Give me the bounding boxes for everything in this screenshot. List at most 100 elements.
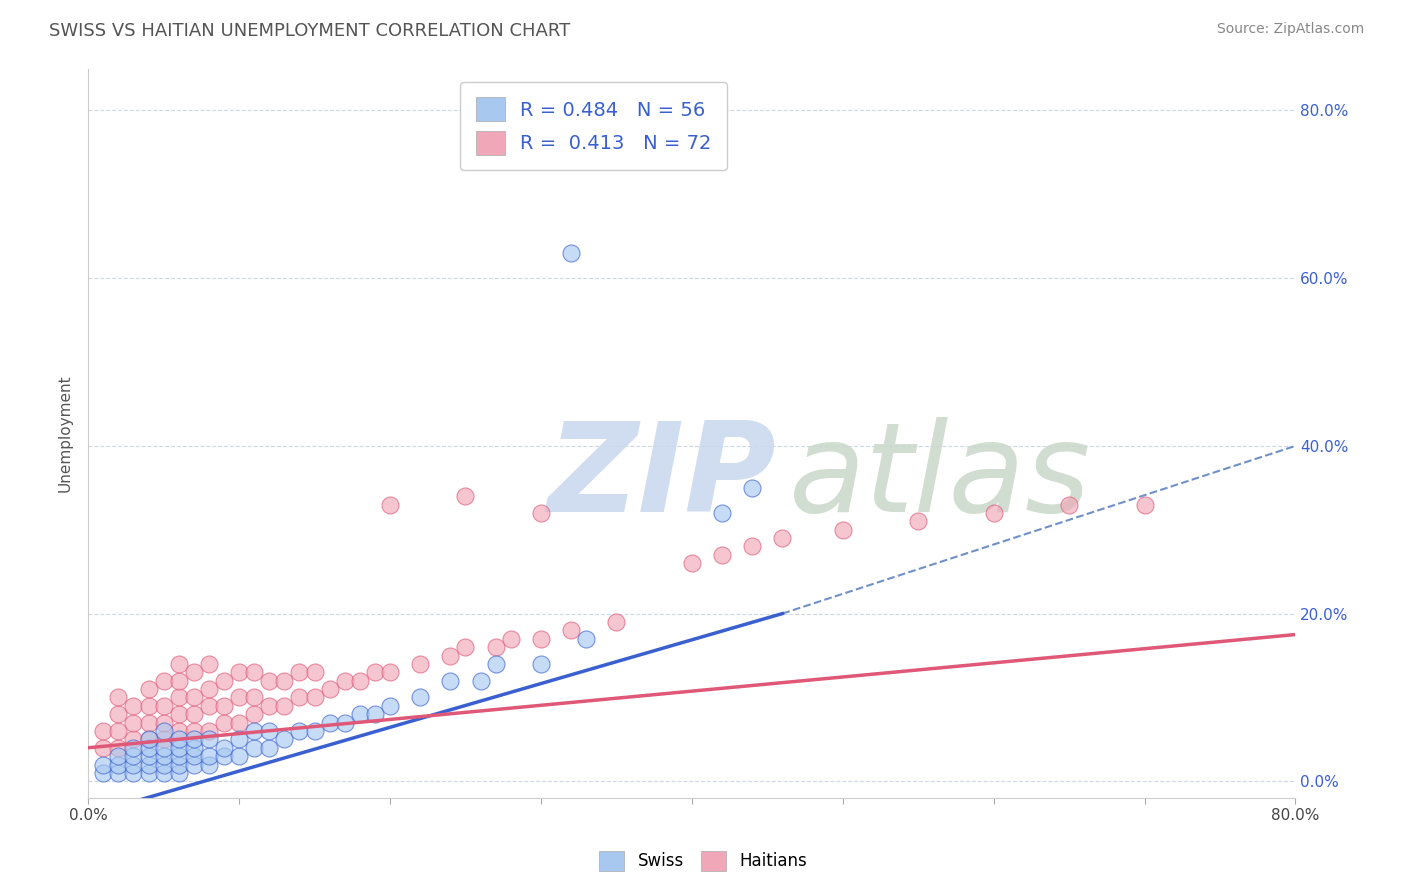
Point (183, 723, 205, 738)
Point (605, 615, 627, 629)
Point (409, 690, 432, 705)
Point (183, 707, 205, 722)
Point (138, 740, 160, 755)
Point (228, 749, 250, 764)
Point (152, 757, 174, 772)
Point (454, 640, 477, 654)
Point (122, 732, 145, 747)
Point (257, 740, 280, 755)
Point (741, 540, 763, 554)
Point (138, 749, 160, 764)
Point (212, 698, 235, 713)
Text: ZIP: ZIP (547, 417, 776, 538)
Point (198, 723, 221, 738)
Point (152, 715, 174, 730)
Point (228, 715, 250, 730)
Point (138, 732, 160, 747)
Point (560, 246, 582, 260)
Point (167, 723, 190, 738)
Point (167, 707, 190, 722)
Point (107, 707, 129, 722)
Point (198, 732, 221, 747)
Point (152, 765, 174, 780)
Point (167, 673, 190, 688)
Point (91, 740, 114, 755)
Text: atlas: atlas (789, 417, 1091, 538)
Point (364, 707, 387, 722)
Point (378, 665, 401, 680)
Point (198, 749, 221, 764)
Point (183, 690, 205, 705)
Point (711, 548, 734, 562)
Point (228, 732, 250, 747)
Point (212, 749, 235, 764)
Point (228, 690, 250, 705)
Point (167, 765, 190, 780)
Point (711, 506, 734, 520)
Point (257, 723, 280, 738)
Point (152, 673, 174, 688)
Point (257, 673, 280, 688)
Point (138, 732, 160, 747)
Point (138, 757, 160, 772)
Point (122, 749, 145, 764)
Point (530, 506, 553, 520)
Point (485, 640, 508, 654)
Point (152, 723, 174, 738)
Point (983, 506, 1005, 520)
Point (499, 632, 522, 646)
Point (243, 707, 266, 722)
Point (107, 723, 129, 738)
Point (107, 757, 129, 772)
Point (198, 657, 221, 671)
Point (378, 698, 401, 713)
Point (138, 765, 160, 780)
Point (575, 632, 598, 646)
Point (364, 665, 387, 680)
Point (349, 673, 371, 688)
Point (333, 715, 356, 730)
Point (183, 757, 205, 772)
Point (1133, 498, 1156, 512)
Text: SWISS VS HAITIAN UNEMPLOYMENT CORRELATION CHART: SWISS VS HAITIAN UNEMPLOYMENT CORRELATIO… (49, 22, 571, 40)
Point (273, 698, 295, 713)
Point (907, 514, 929, 528)
Point (122, 757, 145, 772)
Point (138, 715, 160, 730)
Point (167, 690, 190, 705)
Point (138, 681, 160, 696)
Point (243, 740, 266, 755)
Point (122, 715, 145, 730)
Point (183, 740, 205, 755)
Point (183, 732, 205, 747)
Point (243, 690, 266, 705)
Point (107, 740, 129, 755)
Point (318, 715, 340, 730)
Point (378, 498, 401, 512)
Point (122, 698, 145, 713)
Text: Source: ZipAtlas.com: Source: ZipAtlas.com (1216, 22, 1364, 37)
Point (152, 740, 174, 755)
Point (152, 749, 174, 764)
Point (439, 648, 461, 663)
Point (349, 707, 371, 722)
Point (107, 749, 129, 764)
Legend: R = 0.484   N = 56, R =  0.413   N = 72: R = 0.484 N = 56, R = 0.413 N = 72 (460, 82, 727, 170)
Point (198, 698, 221, 713)
Point (122, 740, 145, 755)
Y-axis label: Unemployment: Unemployment (58, 375, 72, 492)
Point (304, 723, 326, 738)
Point (152, 698, 174, 713)
Point (167, 657, 190, 671)
Point (530, 632, 553, 646)
Point (288, 665, 311, 680)
Point (318, 681, 340, 696)
Point (770, 531, 793, 545)
Point (91, 757, 114, 772)
Point (167, 749, 190, 764)
Point (1057, 498, 1080, 512)
Point (257, 698, 280, 713)
Point (454, 489, 477, 503)
Point (741, 481, 763, 495)
Point (198, 757, 221, 772)
